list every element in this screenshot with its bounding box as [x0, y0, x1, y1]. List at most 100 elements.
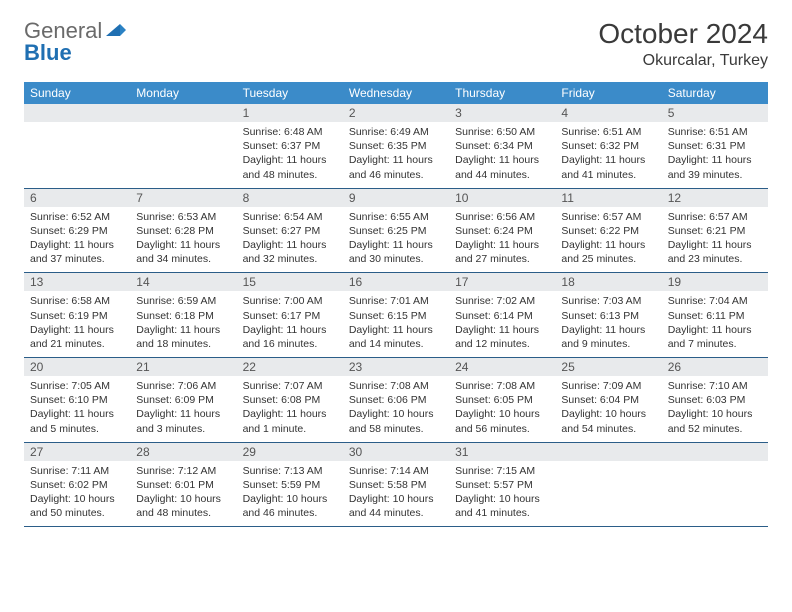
day-data: Sunrise: 7:08 AMSunset: 6:05 PMDaylight:… — [449, 376, 555, 442]
sunset-text: Sunset: 6:25 PM — [349, 224, 443, 238]
calendar-day-cell: 26Sunrise: 7:10 AMSunset: 6:03 PMDayligh… — [662, 358, 768, 443]
daylight-text: Daylight: 10 hours and 58 minutes. — [349, 407, 443, 435]
sunrise-text: Sunrise: 6:57 AM — [561, 210, 655, 224]
calendar-day-cell: 16Sunrise: 7:01 AMSunset: 6:15 PMDayligh… — [343, 273, 449, 358]
day-number: 10 — [449, 189, 555, 207]
sunrise-text: Sunrise: 6:48 AM — [243, 125, 337, 139]
day-number: 27 — [24, 443, 130, 461]
calendar-day-cell: 25Sunrise: 7:09 AMSunset: 6:04 PMDayligh… — [555, 358, 661, 443]
daylight-text: Daylight: 11 hours and 5 minutes. — [30, 407, 124, 435]
calendar-day-cell: 19Sunrise: 7:04 AMSunset: 6:11 PMDayligh… — [662, 273, 768, 358]
day-data — [24, 122, 130, 180]
day-data — [662, 461, 768, 519]
calendar-day-cell: 5Sunrise: 6:51 AMSunset: 6:31 PMDaylight… — [662, 104, 768, 188]
calendar-week-row: 20Sunrise: 7:05 AMSunset: 6:10 PMDayligh… — [24, 358, 768, 443]
daylight-text: Daylight: 10 hours and 44 minutes. — [349, 492, 443, 520]
day-data: Sunrise: 6:58 AMSunset: 6:19 PMDaylight:… — [24, 291, 130, 357]
daylight-text: Daylight: 11 hours and 23 minutes. — [668, 238, 762, 266]
day-data: Sunrise: 6:55 AMSunset: 6:25 PMDaylight:… — [343, 207, 449, 273]
calendar-day-cell: 23 Sunrise: 7:08 AMSunset: 6:06 PMDayligh… — [343, 358, 449, 443]
weekday-header: Monday — [130, 82, 236, 104]
calendar-day-cell: 31Sunrise: 7:15 AMSunset: 5:57 PMDayligh… — [449, 442, 555, 527]
daylight-text: Daylight: 11 hours and 25 minutes. — [561, 238, 655, 266]
sunrise-text: Sunrise: 7:01 AM — [349, 294, 443, 308]
calendar-day-cell: 21Sunrise: 7:06 AMSunset: 6:09 PMDayligh… — [130, 358, 236, 443]
daylight-text: Daylight: 11 hours and 14 minutes. — [349, 323, 443, 351]
daylight-text: Daylight: 10 hours and 52 minutes. — [668, 407, 762, 435]
daylight-text: Daylight: 10 hours and 54 minutes. — [561, 407, 655, 435]
sunset-text: Sunset: 6:31 PM — [668, 139, 762, 153]
daylight-text: Daylight: 11 hours and 41 minutes. — [561, 153, 655, 181]
day-number: 30 — [343, 443, 449, 461]
sunset-text: Sunset: 6:03 PM — [668, 393, 762, 407]
sunset-text: Sunset: 5:57 PM — [455, 478, 549, 492]
day-data: Sunrise: 7:07 AMSunset: 6:08 PMDaylight:… — [237, 376, 343, 442]
sunset-text: Sunset: 6:32 PM — [561, 139, 655, 153]
calendar-day-cell: 13Sunrise: 6:58 AMSunset: 6:19 PMDayligh… — [24, 273, 130, 358]
sunset-text: Sunset: 6:21 PM — [668, 224, 762, 238]
logo-blue-row: Blue — [24, 40, 72, 66]
sunset-text: Sunset: 6:19 PM — [30, 309, 124, 323]
sunset-text: Sunset: 6:27 PM — [243, 224, 337, 238]
calendar-week-row: 6Sunrise: 6:52 AMSunset: 6:29 PMDaylight… — [24, 188, 768, 273]
calendar-day-cell: 22Sunrise: 7:07 AMSunset: 6:08 PMDayligh… — [237, 358, 343, 443]
day-number: 25 — [555, 358, 661, 376]
daylight-text: Daylight: 11 hours and 9 minutes. — [561, 323, 655, 351]
calendar-day-cell: 12Sunrise: 6:57 AMSunset: 6:21 PMDayligh… — [662, 188, 768, 273]
day-number — [662, 443, 768, 461]
day-data — [130, 122, 236, 180]
sunset-text: Sunset: 6:35 PM — [349, 139, 443, 153]
calendar-day-cell: 27Sunrise: 7:11 AMSunset: 6:02 PMDayligh… — [24, 442, 130, 527]
sunset-text: Sunset: 6:06 PM — [349, 393, 443, 407]
calendar-week-row: 1Sunrise: 6:48 AMSunset: 6:37 PMDaylight… — [24, 104, 768, 188]
sunrise-text: Sunrise: 7:12 AM — [136, 464, 230, 478]
sunrise-text: Sunrise: 6:49 AM — [349, 125, 443, 139]
sunrise-text: Sunrise: 6:58 AM — [30, 294, 124, 308]
sunset-text: Sunset: 6:24 PM — [455, 224, 549, 238]
day-number: 29 — [237, 443, 343, 461]
day-data: Sunrise: 6:51 AMSunset: 6:31 PMDaylight:… — [662, 122, 768, 188]
sunrise-text: Sunrise: 7:06 AM — [136, 379, 230, 393]
sunset-text: Sunset: 5:59 PM — [243, 478, 337, 492]
day-data: Sunrise: 7:13 AMSunset: 5:59 PMDaylight:… — [237, 461, 343, 527]
sunset-text: Sunset: 6:18 PM — [136, 309, 230, 323]
day-data: Sunrise: 7:12 AMSunset: 6:01 PMDaylight:… — [130, 461, 236, 527]
daylight-text: Daylight: 10 hours and 50 minutes. — [30, 492, 124, 520]
calendar-day-cell: 15Sunrise: 7:00 AMSunset: 6:17 PMDayligh… — [237, 273, 343, 358]
calendar-day-cell: 18Sunrise: 7:03 AMSunset: 6:13 PMDayligh… — [555, 273, 661, 358]
logo-mark-icon — [106, 20, 126, 43]
day-data: Sunrise: 7:02 AMSunset: 6:14 PMDaylight:… — [449, 291, 555, 357]
day-number — [130, 104, 236, 122]
day-number: 16 — [343, 273, 449, 291]
day-number: 20 — [24, 358, 130, 376]
day-data: Sunrise: 7:04 AMSunset: 6:11 PMDaylight:… — [662, 291, 768, 357]
daylight-text: Daylight: 11 hours and 46 minutes. — [349, 153, 443, 181]
day-data: Sunrise: 6:53 AMSunset: 6:28 PMDaylight:… — [130, 207, 236, 273]
calendar-day-cell: 28Sunrise: 7:12 AMSunset: 6:01 PMDayligh… — [130, 442, 236, 527]
daylight-text: Daylight: 11 hours and 27 minutes. — [455, 238, 549, 266]
daylight-text: Daylight: 11 hours and 34 minutes. — [136, 238, 230, 266]
day-data: Sunrise: 7:10 AMSunset: 6:03 PMDaylight:… — [662, 376, 768, 442]
day-number: 12 — [662, 189, 768, 207]
daylight-text: Daylight: 11 hours and 37 minutes. — [30, 238, 124, 266]
calendar-day-cell: 30Sunrise: 7:14 AMSunset: 5:58 PMDayligh… — [343, 442, 449, 527]
day-data: Sunrise: 6:49 AMSunset: 6:35 PMDaylight:… — [343, 122, 449, 188]
day-number: 21 — [130, 358, 236, 376]
calendar-day-cell: 11Sunrise: 6:57 AMSunset: 6:22 PMDayligh… — [555, 188, 661, 273]
day-number: 23 — [343, 358, 449, 376]
month-title: October 2024 — [598, 18, 768, 50]
day-data: Sunrise: 6:52 AMSunset: 6:29 PMDaylight:… — [24, 207, 130, 273]
sunset-text: Sunset: 6:04 PM — [561, 393, 655, 407]
calendar-week-row: 27Sunrise: 7:11 AMSunset: 6:02 PMDayligh… — [24, 442, 768, 527]
sunrise-text: Sunrise: 7:08 AM — [349, 379, 443, 393]
weekday-header: Tuesday — [237, 82, 343, 104]
calendar-day-cell — [555, 442, 661, 527]
day-number: 5 — [662, 104, 768, 122]
sunset-text: Sunset: 6:11 PM — [668, 309, 762, 323]
sunrise-text: Sunrise: 7:02 AM — [455, 294, 549, 308]
weekday-header: Thursday — [449, 82, 555, 104]
sunset-text: Sunset: 6:13 PM — [561, 309, 655, 323]
daylight-text: Daylight: 11 hours and 18 minutes. — [136, 323, 230, 351]
calendar-day-cell — [130, 104, 236, 188]
sunset-text: Sunset: 6:08 PM — [243, 393, 337, 407]
